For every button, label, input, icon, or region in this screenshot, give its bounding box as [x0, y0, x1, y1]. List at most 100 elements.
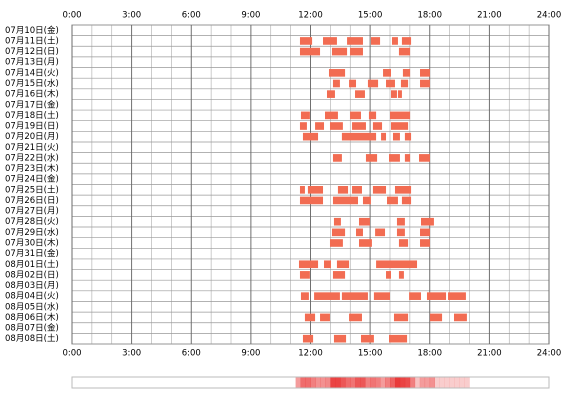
- activity-segment: [300, 292, 309, 300]
- x-tick-label-bottom: 24:00: [537, 349, 562, 359]
- activity-segment: [368, 111, 377, 120]
- row-label: 07月12日(日): [5, 47, 59, 57]
- activity-segment: [299, 122, 307, 130]
- activity-segment: [328, 69, 346, 77]
- heat-cell: [464, 377, 470, 388]
- x-tick-label: 24:00: [537, 11, 562, 21]
- activity-segment: [390, 90, 397, 98]
- activity-segment: [333, 217, 341, 226]
- row-label: 07月14日(火): [5, 68, 59, 78]
- activity-segment: [365, 154, 378, 162]
- activity-segment: [448, 292, 466, 300]
- heat-cell: [459, 377, 465, 388]
- heat-cell: [365, 377, 371, 388]
- activity-segment: [420, 79, 430, 88]
- activity-segment: [326, 90, 335, 98]
- heat-cell: [449, 377, 455, 388]
- x-tick-label-bottom: 12:00: [298, 349, 323, 359]
- row-label: 07月18日(土): [5, 110, 59, 121]
- activity-segment: [349, 313, 362, 322]
- activity-segment: [386, 79, 395, 88]
- heat-cell: [444, 377, 450, 388]
- heat-cell: [385, 377, 391, 388]
- activity-segment: [304, 313, 316, 322]
- activity-segment: [314, 292, 340, 300]
- heat-cell: [320, 377, 326, 388]
- activity-segment: [358, 217, 370, 226]
- activity-segment: [350, 111, 361, 120]
- row-label: 07月11日(土): [5, 35, 59, 46]
- row-label: 07月27日(月): [5, 207, 59, 217]
- activity-segment: [398, 47, 411, 56]
- activity-segment: [358, 239, 372, 247]
- activity-segment: [453, 313, 467, 322]
- x-tick-label-bottom: 6:00: [182, 349, 201, 359]
- activity-segment: [396, 217, 405, 226]
- heat-cell: [414, 377, 421, 388]
- heat-cell: [429, 377, 436, 388]
- activity-segment: [341, 292, 368, 300]
- activity-segment: [375, 228, 386, 237]
- row-label: 07月29日(水): [5, 227, 59, 238]
- activity-segment: [356, 228, 363, 237]
- heat-cell: [404, 377, 411, 388]
- activity-segment: [370, 37, 381, 45]
- activity-segment: [337, 186, 349, 194]
- activity-segment: [404, 154, 411, 162]
- heat-cell: [345, 377, 351, 388]
- activity-segment: [362, 196, 371, 205]
- activity-segment: [389, 154, 400, 162]
- activity-segment: [332, 154, 342, 162]
- heat-cell: [310, 377, 316, 388]
- activity-segment: [299, 37, 313, 45]
- row-label: 07月31日(金): [5, 248, 59, 259]
- activity-segment: [349, 79, 357, 88]
- activity-segment: [355, 90, 365, 98]
- x-tick-label: 12:00: [298, 11, 323, 21]
- activity-segment: [299, 196, 324, 205]
- heat-cell: [295, 377, 301, 388]
- activity-segment: [401, 196, 412, 205]
- activity-segment: [419, 154, 430, 162]
- x-tick-label-bottom: 15:00: [358, 349, 383, 359]
- activity-segment: [360, 334, 374, 343]
- row-label: 07月22日(水): [5, 152, 59, 163]
- activity-segment: [300, 111, 310, 120]
- row-label: 07月15日(水): [5, 78, 59, 89]
- row-label: 08月04日(火): [5, 292, 59, 302]
- activity-segment: [420, 239, 430, 247]
- heat-cell: [370, 377, 376, 388]
- x-tick-label: 9:00: [241, 11, 260, 21]
- activity-segment: [390, 122, 409, 130]
- row-label: 08月07日(金): [5, 323, 59, 334]
- activity-segment: [320, 313, 330, 322]
- activity-segment: [315, 122, 325, 130]
- heat-cell: [434, 377, 440, 388]
- activity-segment: [372, 122, 383, 130]
- row-label: 08月02日(日): [5, 270, 59, 280]
- activity-segment: [393, 313, 409, 322]
- activity-segment: [390, 111, 411, 120]
- activity-segment: [324, 260, 331, 269]
- x-tick-label: 0:00: [62, 11, 81, 21]
- x-tick-label: 18:00: [418, 11, 443, 21]
- activity-segment: [387, 196, 398, 205]
- activity-segment: [352, 186, 362, 194]
- x-tick-label-bottom: 18:00: [418, 349, 443, 359]
- activity-segment: [298, 260, 319, 269]
- heat-cell: [424, 377, 431, 388]
- row-label: 08月05日(水): [5, 301, 59, 312]
- row-label: 07月26日(日): [5, 196, 59, 206]
- activity-segment: [402, 69, 411, 77]
- activity-segment: [396, 228, 405, 237]
- heat-cell: [360, 377, 366, 388]
- activity-segment: [329, 239, 343, 247]
- heat-cell: [335, 377, 341, 388]
- activity-segment: [381, 132, 387, 141]
- row-label: 07月17日(金): [5, 99, 59, 110]
- activity-segment: [350, 47, 363, 56]
- activity-segment: [331, 47, 348, 56]
- activity-segment: [400, 79, 409, 88]
- activity-segment: [429, 313, 443, 322]
- heat-cell: [300, 377, 306, 388]
